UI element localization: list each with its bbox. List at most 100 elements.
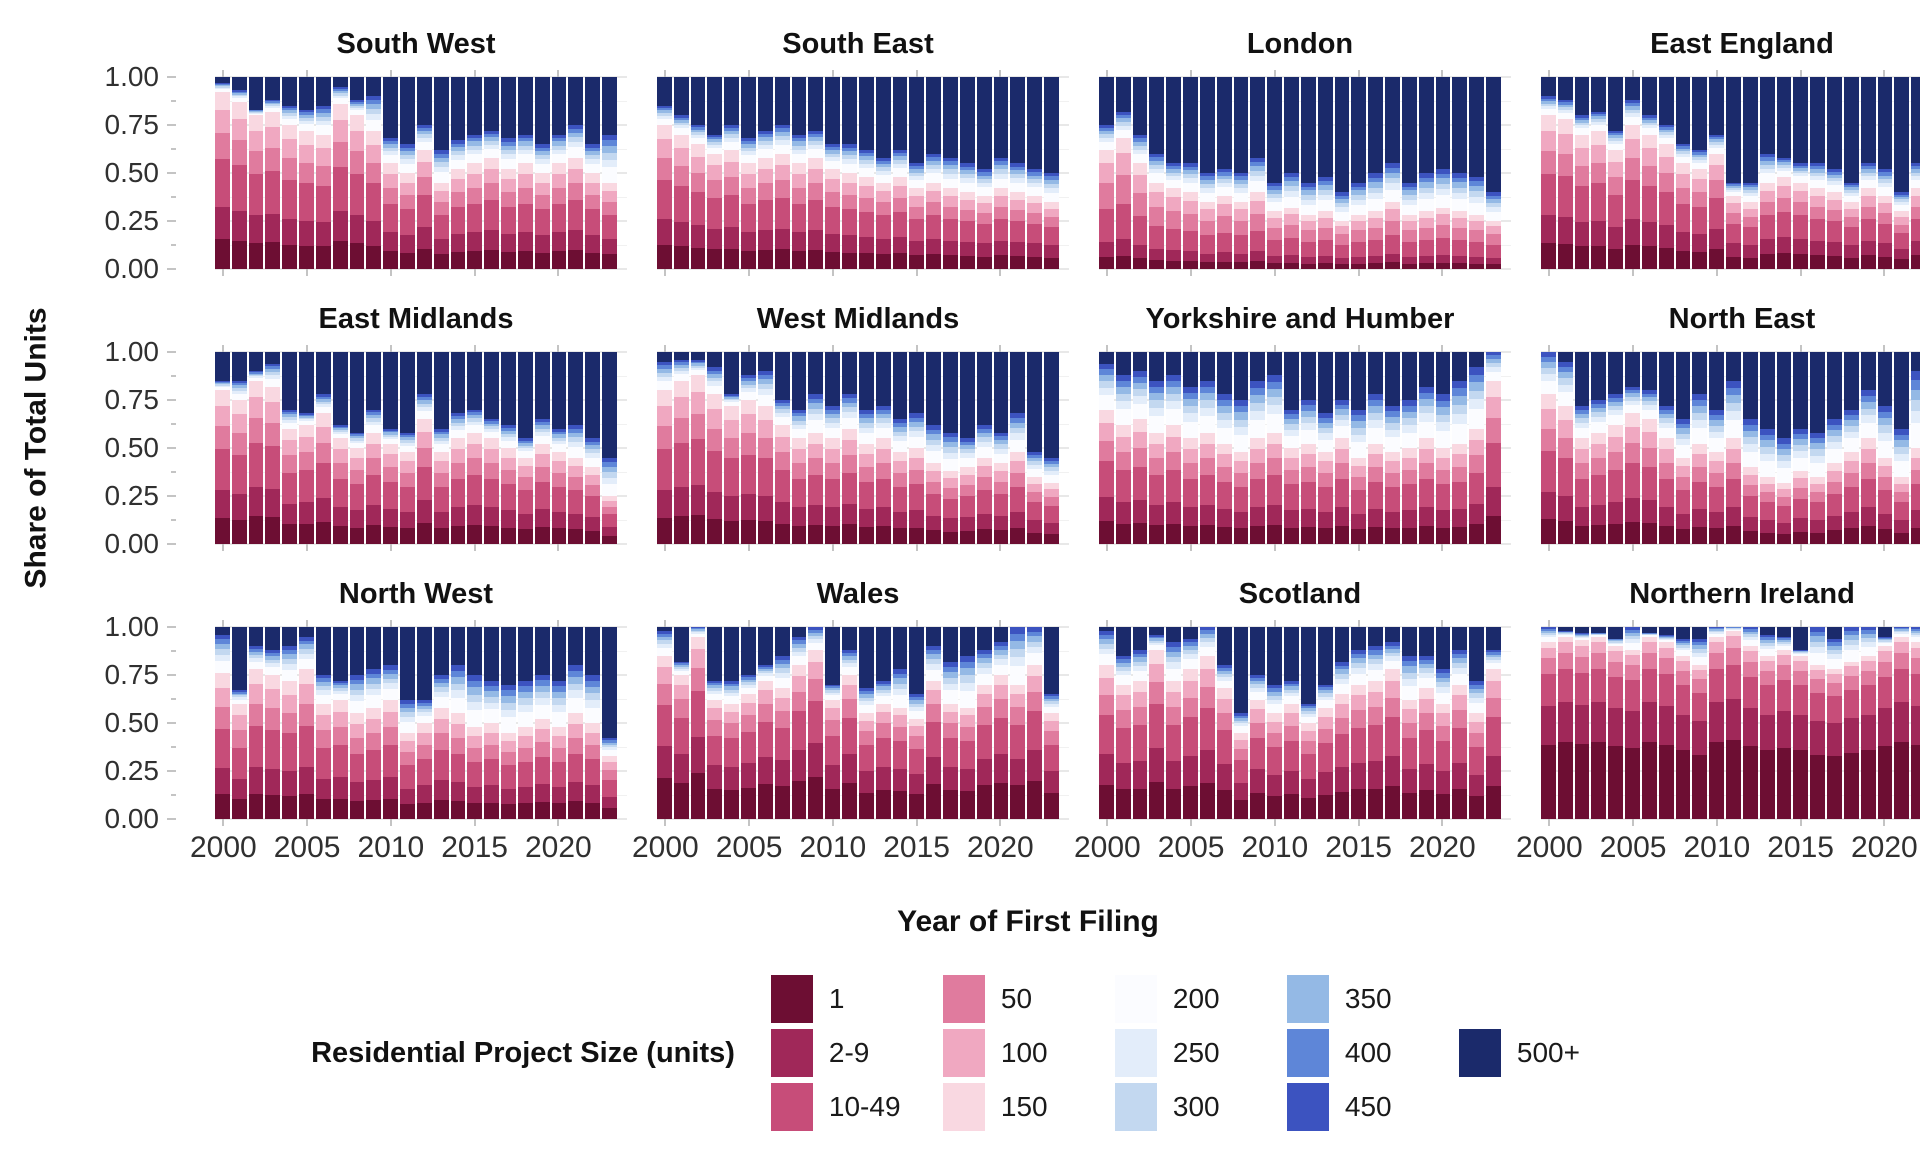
bar-segment xyxy=(534,155,550,160)
bar-segment xyxy=(1911,169,1920,173)
axis-tick-x xyxy=(831,819,834,826)
bar xyxy=(551,626,567,819)
bar-segment xyxy=(657,361,672,366)
bar-segment xyxy=(282,416,298,420)
bar-segment xyxy=(757,168,773,184)
bar-segment xyxy=(943,661,958,667)
bar-segment xyxy=(774,165,790,181)
bar-segment xyxy=(1591,635,1607,637)
bar-segment xyxy=(585,707,601,723)
bar-segment xyxy=(484,785,500,803)
axis-tick-x xyxy=(389,620,392,627)
bar-segment xyxy=(1860,255,1876,269)
bar-segment xyxy=(1027,179,1043,184)
bar-segment xyxy=(1486,663,1501,670)
axis-tick-y xyxy=(167,674,176,676)
bar-segment xyxy=(1401,738,1417,769)
bar-segment xyxy=(1776,533,1792,544)
bar-segment xyxy=(1877,457,1893,467)
bar xyxy=(1401,627,1417,819)
axis-tick-x xyxy=(1883,544,1886,551)
bar-segment xyxy=(467,409,483,413)
bar-segment xyxy=(1911,176,1920,181)
bar xyxy=(757,351,773,544)
bar-segment xyxy=(1351,710,1367,728)
bar-segment xyxy=(1183,182,1198,193)
bar-segment xyxy=(909,240,925,256)
bar-segment xyxy=(690,628,706,630)
axis-tick-x xyxy=(1441,345,1444,352)
bar-segment xyxy=(825,169,841,180)
bar-segment xyxy=(1877,243,1893,257)
bar-segment xyxy=(1658,127,1674,130)
bar-segment xyxy=(724,680,740,684)
bar xyxy=(657,77,672,269)
bar-segment xyxy=(1574,117,1590,121)
bar-segment xyxy=(943,157,958,162)
bar-segment xyxy=(534,425,550,429)
gridline xyxy=(1541,626,1920,628)
bar-segment xyxy=(265,369,281,373)
bar-segment xyxy=(349,470,365,485)
bar-segment xyxy=(467,736,483,749)
bar-segment xyxy=(1877,169,1893,173)
bar-segment xyxy=(926,704,942,723)
bar-segment xyxy=(926,202,942,216)
bar-segment xyxy=(892,669,908,674)
bar-segment xyxy=(993,754,1009,783)
bar xyxy=(1877,77,1893,269)
bar-segment xyxy=(1692,679,1708,694)
bar xyxy=(1368,627,1384,819)
bar-segment xyxy=(315,463,331,499)
bar-segment xyxy=(383,798,399,819)
bar-segment xyxy=(282,664,298,670)
bar-segment xyxy=(1557,520,1573,544)
bar-segment xyxy=(1709,134,1725,137)
bar-segment xyxy=(400,716,415,723)
bar-segment xyxy=(1486,486,1501,517)
bar-segment xyxy=(808,742,824,777)
bar-segment xyxy=(707,165,723,181)
bar-segment xyxy=(1625,627,1640,630)
bar-segment xyxy=(433,444,449,452)
bar-segment xyxy=(248,372,264,374)
bar-segment xyxy=(909,77,925,164)
bar-segment xyxy=(1368,444,1384,455)
bar-segment xyxy=(1216,730,1232,765)
axis-tick-x xyxy=(1357,70,1360,77)
bar-segment xyxy=(1115,125,1131,130)
bar-segment xyxy=(1010,648,1026,657)
bar-segment xyxy=(366,458,382,475)
bar-segment xyxy=(215,687,230,707)
bar-segment xyxy=(568,168,584,184)
axis-tick-x xyxy=(389,345,392,352)
bar-segment xyxy=(1317,185,1333,190)
bar-segment xyxy=(366,418,382,422)
bars-container xyxy=(657,76,1059,269)
bar-segment xyxy=(943,458,958,472)
bar-segment xyxy=(993,440,1009,445)
bar-segment xyxy=(1608,227,1624,249)
legend-swatch xyxy=(942,1083,985,1131)
bar-segment xyxy=(757,458,773,496)
bar-segment xyxy=(707,373,723,378)
bar-segment xyxy=(1166,627,1182,643)
bar-segment xyxy=(1183,654,1198,660)
bar-segment xyxy=(1183,681,1198,698)
bar-segment xyxy=(1044,463,1059,468)
bar-segment xyxy=(1860,351,1876,391)
bar-segment xyxy=(1608,642,1624,644)
bar-segment xyxy=(1132,666,1148,671)
bar-segment xyxy=(467,187,483,204)
bar-segment xyxy=(1726,636,1741,648)
bar-segment xyxy=(1625,109,1640,114)
bar-segment xyxy=(1860,180,1876,189)
bar-segment xyxy=(1759,476,1775,484)
bar-segment xyxy=(1742,77,1758,183)
bar-segment xyxy=(1860,685,1876,715)
bar-segment xyxy=(1557,391,1573,406)
bar-segment xyxy=(1044,771,1059,793)
bar-segment xyxy=(1692,252,1708,269)
bar xyxy=(1199,77,1215,269)
bar-segment xyxy=(315,681,331,686)
